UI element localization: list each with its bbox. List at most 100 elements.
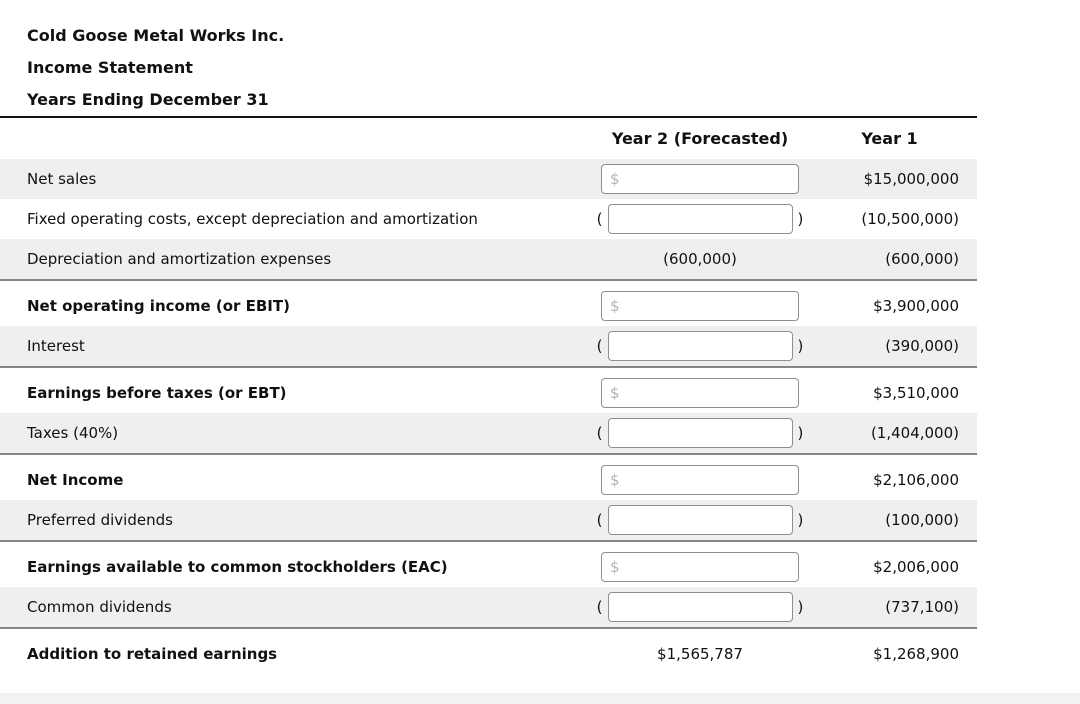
table-row: Earnings available to common stockholder… bbox=[0, 547, 977, 587]
paren-close: ) bbox=[797, 337, 804, 355]
col-header-year2: Year 2 (Forecasted) bbox=[611, 129, 789, 148]
year1-cell: $3,900,000 bbox=[820, 297, 977, 315]
year1-value: $1,268,900 bbox=[873, 645, 959, 663]
row-label: Earnings available to common stockholder… bbox=[27, 557, 448, 576]
row-label: Preferred dividends bbox=[27, 510, 173, 529]
year1-value: $2,006,000 bbox=[873, 558, 959, 576]
year2-cell: $1,565,787 bbox=[580, 645, 820, 663]
row-label: Net sales bbox=[27, 169, 97, 188]
year2-cell: () bbox=[580, 331, 820, 361]
year2-cell bbox=[580, 164, 820, 194]
row-label: Fixed operating costs, except depreciati… bbox=[27, 209, 478, 228]
page-title-statement: Income Statement bbox=[27, 58, 193, 77]
paren-close: ) bbox=[797, 424, 804, 442]
bottom-page-strip bbox=[0, 693, 1080, 704]
table-row: Net Income $2,106,000 bbox=[0, 460, 977, 500]
year1-cell: (1,404,000) bbox=[820, 424, 977, 442]
section-divider bbox=[0, 540, 977, 547]
year1-cell: (737,100) bbox=[820, 598, 977, 616]
year1-cell: (100,000) bbox=[820, 511, 977, 529]
year2-input-group: () bbox=[580, 418, 820, 448]
table-row: Interest () (390,000) bbox=[0, 326, 977, 366]
row-label: Net operating income (or EBIT) bbox=[27, 296, 290, 315]
table-row: Earnings before taxes (or EBT) $3,510,000 bbox=[0, 373, 977, 413]
row-label: Depreciation and amortization expenses bbox=[27, 249, 332, 268]
year2-amount-input[interactable] bbox=[601, 164, 799, 194]
paren-close: ) bbox=[797, 210, 804, 228]
section-divider bbox=[0, 627, 977, 634]
year2-amount-input[interactable] bbox=[601, 552, 799, 582]
year2-amount-input[interactable] bbox=[601, 378, 799, 408]
year2-input-group bbox=[580, 552, 820, 582]
year2-value: $1,565,787 bbox=[657, 645, 743, 663]
year1-value: (600,000) bbox=[885, 250, 959, 268]
year2-cell bbox=[580, 465, 820, 495]
year2-amount-input[interactable] bbox=[607, 418, 793, 448]
table-row: Net sales $15,000,000 bbox=[0, 159, 977, 199]
year1-value: $2,106,000 bbox=[873, 471, 959, 489]
paren-open: ( bbox=[596, 337, 603, 355]
year1-cell: $2,106,000 bbox=[820, 471, 977, 489]
row-label: Common dividends bbox=[27, 597, 172, 616]
year1-cell: $3,510,000 bbox=[820, 384, 977, 402]
paren-open: ( bbox=[596, 210, 603, 228]
paren-open: ( bbox=[596, 424, 603, 442]
year1-value: $3,900,000 bbox=[873, 297, 959, 315]
year2-cell bbox=[580, 552, 820, 582]
year1-value: (100,000) bbox=[885, 511, 959, 529]
row-label: Earnings before taxes (or EBT) bbox=[27, 383, 287, 402]
statement-title-block: Cold Goose Metal Works Inc. Income State… bbox=[0, 0, 1080, 116]
table-row: Addition to retained earnings $1,565,787 $… bbox=[0, 634, 977, 674]
year2-input-group bbox=[580, 465, 820, 495]
table-row: Common dividends () (737,100) bbox=[0, 587, 977, 627]
col-header-year1: Year 1 bbox=[861, 129, 918, 148]
table-row: Depreciation and amortization expenses (6… bbox=[0, 239, 977, 279]
income-statement-table: Year 2 (Forecasted) Year 1 Net sales $15,… bbox=[0, 116, 977, 674]
year2-amount-input[interactable] bbox=[607, 331, 793, 361]
section-divider bbox=[0, 453, 977, 460]
paren-open: ( bbox=[596, 598, 603, 616]
section-divider bbox=[0, 366, 977, 373]
year1-cell: $1,268,900 bbox=[820, 645, 977, 663]
year2-cell: () bbox=[580, 418, 820, 448]
year1-value: (10,500,000) bbox=[861, 210, 959, 228]
year1-value: $15,000,000 bbox=[863, 170, 959, 188]
row-label: Interest bbox=[27, 336, 85, 355]
year2-cell: () bbox=[580, 505, 820, 535]
table-row: Taxes (40%) () (1,404,000) bbox=[0, 413, 977, 453]
year2-input-group: () bbox=[580, 592, 820, 622]
year2-cell bbox=[580, 291, 820, 321]
year1-value: (390,000) bbox=[885, 337, 959, 355]
year2-input-group: () bbox=[580, 204, 820, 234]
year2-amount-input[interactable] bbox=[607, 592, 793, 622]
year2-input-group bbox=[580, 164, 820, 194]
page-title-period: Years Ending December 31 bbox=[27, 90, 269, 109]
year1-cell: (390,000) bbox=[820, 337, 977, 355]
year1-value: (1,404,000) bbox=[870, 424, 959, 442]
year2-cell: () bbox=[580, 592, 820, 622]
year1-cell: (600,000) bbox=[820, 250, 977, 268]
table-row: Net operating income (or EBIT) $3,900,000 bbox=[0, 286, 977, 326]
row-label: Addition to retained earnings bbox=[27, 644, 278, 663]
table-row: Fixed operating costs, except depreciati… bbox=[0, 199, 977, 239]
year1-value: (737,100) bbox=[885, 598, 959, 616]
year2-input-group: () bbox=[580, 331, 820, 361]
year2-amount-input[interactable] bbox=[607, 204, 793, 234]
year1-cell: (10,500,000) bbox=[820, 210, 977, 228]
year2-amount-input[interactable] bbox=[601, 465, 799, 495]
paren-close: ) bbox=[797, 511, 804, 529]
year1-value: $3,510,000 bbox=[873, 384, 959, 402]
year2-cell bbox=[580, 378, 820, 408]
year2-input-group bbox=[580, 378, 820, 408]
paren-open: ( bbox=[596, 511, 603, 529]
year2-amount-input[interactable] bbox=[601, 291, 799, 321]
year2-amount-input[interactable] bbox=[607, 505, 793, 535]
year2-input-group: () bbox=[580, 505, 820, 535]
table-body: Net sales $15,000,000 Fixed operating cost… bbox=[0, 159, 977, 674]
year2-value: (600,000) bbox=[663, 250, 737, 268]
table-header-row: Year 2 (Forecasted) Year 1 bbox=[0, 118, 977, 159]
row-label: Net Income bbox=[27, 470, 124, 489]
row-label: Taxes (40%) bbox=[27, 423, 119, 442]
year2-input-group bbox=[580, 291, 820, 321]
paren-close: ) bbox=[797, 598, 804, 616]
